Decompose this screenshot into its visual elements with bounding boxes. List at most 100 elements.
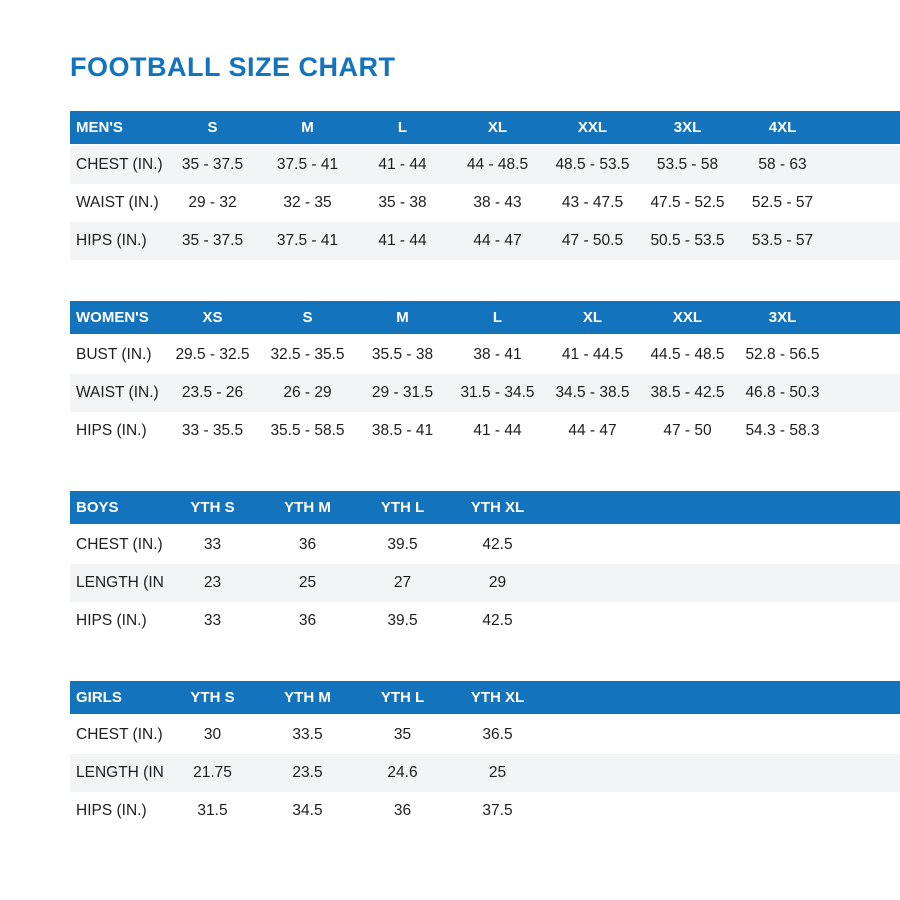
table-row-chest: CHEST (IN.) 33 36 39.5 42.5 [70,526,900,564]
row-label-cell: WAIST (IN.) [76,194,159,211]
value-cell: 37.5 - 41 [276,156,339,173]
value-cell: 39.5 [387,536,418,553]
boys-size-table: BOYS YTH S YTH M YTH L YTH XL CHEST (IN.… [70,491,900,640]
value-cell: 38 - 41 [473,346,522,363]
value-cell: 35.5 - 38 [371,346,434,363]
boys-table-body: CHEST (IN.) 33 36 39.5 42.5 LENGTH (IN.)… [70,526,900,640]
table-row-waist: WAIST (IN.) 23.5 - 26 26 - 29 29 - 31.5 … [70,374,900,412]
value-cell: 27 [393,574,412,591]
header-cell-size: YTH XL [470,689,525,706]
header-cell-size: 3XL [768,309,797,326]
value-cell: 37.5 - 41 [276,232,339,249]
header-cell-size: YTH M [284,689,331,706]
value-cell: 47 - 50.5 [561,232,624,249]
girls-table-header-row: GIRLS YTH S YTH M YTH L YTH XL [70,681,900,714]
value-cell: 33 [203,536,222,553]
value-cell: 52.8 - 56.5 [745,346,820,363]
value-cell: 36 [393,802,412,819]
value-cell: 44 - 47 [568,422,617,439]
value-cell: 53.5 - 57 [751,232,814,249]
header-cell-size: XL [582,309,603,326]
header-cell-size: 4XL [768,119,797,136]
header-cell-group: WOMEN'S [76,309,149,326]
header-cell-size: M [301,119,314,136]
page-title: FOOTBALL SIZE CHART [70,52,396,82]
header-cell-size: 3XL [673,119,702,136]
value-cell: 38 - 43 [473,194,522,211]
value-cell: 31.5 [197,802,228,819]
value-cell: 33 [203,612,222,629]
row-label-cell: HIPS (IN.) [76,802,147,819]
value-cell: 43 - 47.5 [561,194,624,211]
table-row-hips: HIPS (IN.) 33 36 39.5 42.5 [70,602,900,640]
mens-table-body: CHEST (IN.) 35 - 37.5 37.5 - 41 41 - 44 … [70,146,900,260]
value-cell: 32.5 - 35.5 [270,346,345,363]
value-cell: 58 - 63 [758,156,807,173]
header-cell-group: BOYS [76,499,119,516]
value-cell: 29 - 31.5 [371,384,434,401]
header-cell-size: XS [202,309,223,326]
value-cell: 42.5 [482,612,513,629]
value-cell: 32 - 35 [283,194,332,211]
header-cell-size: YTH XL [470,499,525,516]
value-cell: 37.5 [482,802,513,819]
header-cell-size: YTH L [380,689,425,706]
row-label-cell: LENGTH (IN.) [76,764,165,781]
value-cell: 35 [393,726,412,743]
value-cell: 36 [298,612,317,629]
value-cell: 23.5 [292,764,323,781]
row-label-cell: HIPS (IN.) [76,422,147,439]
value-cell: 41 - 44 [378,232,427,249]
value-cell: 47 - 50 [663,422,712,439]
value-cell: 29 - 32 [188,194,237,211]
value-cell: 44 - 48.5 [466,156,529,173]
header-cell-size: L [397,119,408,136]
value-cell: 33.5 [292,726,323,743]
value-cell: 54.3 - 58.3 [745,422,820,439]
header-cell-size: XL [487,119,508,136]
value-cell: 41 - 44.5 [561,346,624,363]
row-label-cell: HIPS (IN.) [76,232,147,249]
header-cell-size: XXL [672,309,703,326]
header-cell-size: XXL [577,119,608,136]
value-cell: 46.8 - 50.3 [745,384,820,401]
womens-size-table: WOMEN'S XS S M L XL XXL 3XL BUST (IN.) 2… [70,301,900,450]
value-cell: 42.5 [482,536,513,553]
value-cell: 21.75 [193,764,232,781]
header-cell-size: YTH L [380,499,425,516]
value-cell: 39.5 [387,612,418,629]
value-cell: 41 - 44 [378,156,427,173]
table-row-chest: CHEST (IN.) 35 - 37.5 37.5 - 41 41 - 44 … [70,146,900,184]
value-cell: 26 - 29 [283,384,332,401]
table-row-hips: HIPS (IN.) 31.5 34.5 36 37.5 [70,792,900,830]
row-label-cell: HIPS (IN.) [76,612,147,629]
value-cell: 33 - 35.5 [181,422,244,439]
header-cell-size: S [302,309,313,326]
row-label-cell: CHEST (IN.) [76,536,163,553]
value-cell: 25 [488,764,507,781]
table-row-hips: HIPS (IN.) 33 - 35.5 35.5 - 58.5 38.5 - … [70,412,900,450]
value-cell: 44 - 47 [473,232,522,249]
value-cell: 35 - 38 [378,194,427,211]
row-label-cell: CHEST (IN.) [76,726,163,743]
value-cell: 53.5 - 58 [656,156,719,173]
boys-table-header-row: BOYS YTH S YTH M YTH L YTH XL [70,491,900,524]
value-cell: 35 - 37.5 [181,156,244,173]
table-row-chest: CHEST (IN.) 30 33.5 35 36.5 [70,716,900,754]
value-cell: 23 [203,574,222,591]
mens-size-table: MEN'S S M L XL XXL 3XL 4XL CHEST (IN.) 3… [70,111,900,260]
header-cell-size: M [396,309,409,326]
value-cell: 47.5 - 52.5 [650,194,725,211]
value-cell: 44.5 - 48.5 [650,346,725,363]
value-cell: 36 [298,536,317,553]
girls-table-body: CHEST (IN.) 30 33.5 35 36.5 LENGTH (IN.)… [70,716,900,830]
table-row-length: LENGTH (IN.) 23 25 27 29 [70,564,900,602]
table-row-length: LENGTH (IN.) 21.75 23.5 24.6 25 [70,754,900,792]
header-cell-group: GIRLS [76,689,122,706]
womens-table-header-row: WOMEN'S XS S M L XL XXL 3XL [70,301,900,334]
row-label-cell: LENGTH (IN.) [76,574,165,591]
row-label-cell: CHEST (IN.) [76,156,163,173]
value-cell: 41 - 44 [473,422,522,439]
header-cell-size: YTH S [190,689,235,706]
value-cell: 52.5 - 57 [751,194,814,211]
